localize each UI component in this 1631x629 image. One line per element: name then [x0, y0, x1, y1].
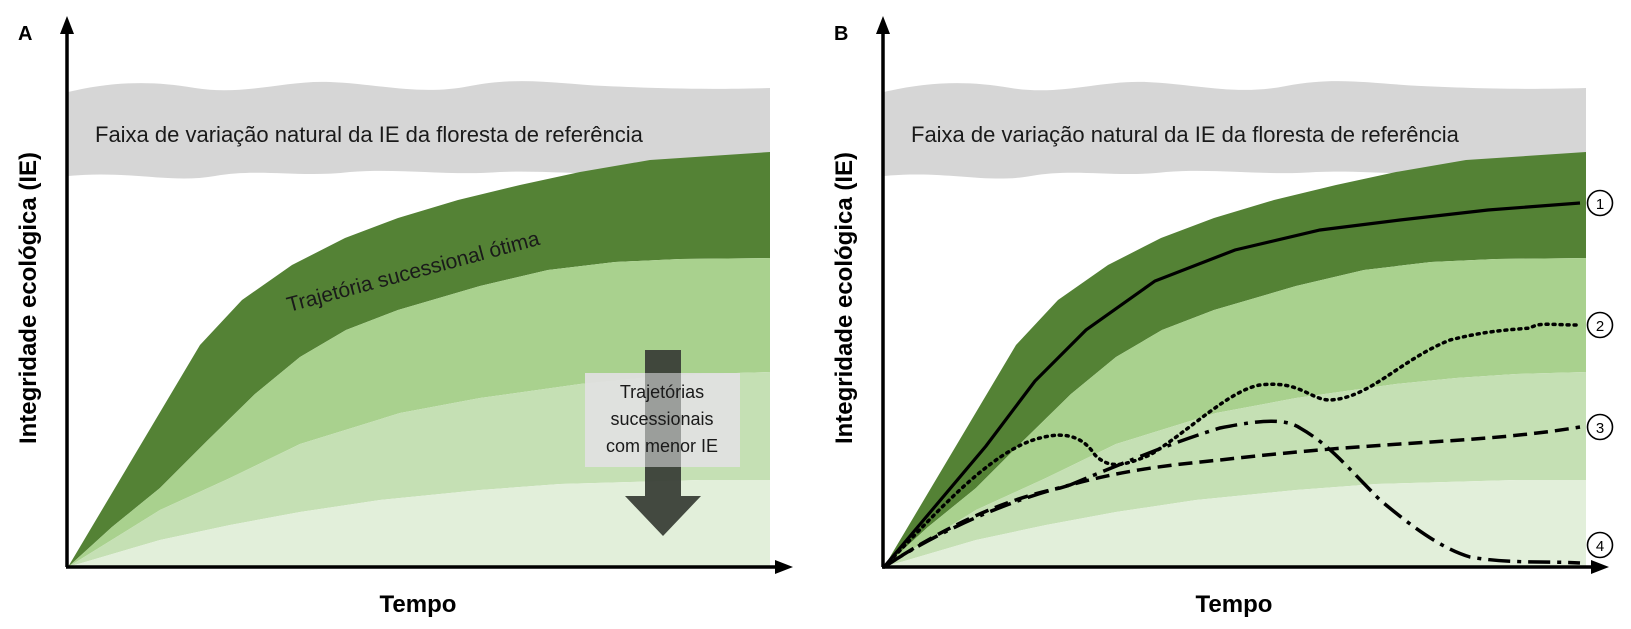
trajectory-line-2-dotted: [882, 322, 1582, 569]
svg-text:4: 4: [1596, 538, 1604, 555]
x-axis-label-b: Tempo: [1196, 591, 1273, 618]
x-axis-arrow-b: [1591, 560, 1609, 574]
lower-ie-label-line3: com menor IE: [606, 436, 718, 456]
reference-band-a: [68, 81, 770, 179]
marker-1: 1: [1586, 189, 1614, 217]
panel-letter-b: B: [834, 23, 848, 45]
marker-4: 4: [1586, 531, 1614, 559]
band-mid-a: [68, 258, 770, 567]
reference-band-label-a: Faixa de variação natural da IE da flore…: [95, 122, 644, 147]
panel-b: 1 2 3 4 Faixa de variação natural da IE …: [831, 16, 1614, 618]
band-lightest-b: [884, 480, 1586, 567]
panel-a: Trajetórias sucessionais com menor IE Fa…: [15, 16, 793, 618]
svg-text:1: 1: [1596, 196, 1604, 213]
trajectory-line-4-dash-dot: [883, 419, 1581, 569]
lower-ie-label-line1: Trajetórias: [620, 382, 704, 402]
band-lightest-a: [68, 480, 770, 567]
reference-band-label-b: Faixa de variação natural da IE da flore…: [911, 122, 1460, 147]
svg-text:3: 3: [1596, 420, 1604, 437]
band-light-b: [884, 372, 1586, 567]
reference-band-b: [884, 81, 1586, 179]
x-axis-arrow-a: [775, 560, 793, 574]
trajectory-line-1-solid: [882, 201, 1581, 569]
y-axis-arrow-b: [876, 16, 890, 34]
lower-ie-label-line2: sucessionais: [610, 409, 713, 429]
y-axis-label-b: Integridade ecológica (IE): [831, 152, 858, 444]
marker-3: 3: [1586, 413, 1614, 441]
y-axis-arrow-a: [60, 16, 74, 34]
y-axis-label-a: Integridade ecológica (IE): [15, 152, 42, 444]
band-dark-b: [884, 152, 1586, 567]
panel-letter-a: A: [18, 23, 32, 45]
trajectory-line-3-dashed: [883, 425, 1581, 569]
marker-2: 2: [1586, 311, 1614, 339]
band-mid-b: [884, 258, 1586, 567]
x-axis-label-a: Tempo: [380, 591, 457, 618]
lower-ie-box-overlay: [585, 373, 740, 467]
band-dark-a: [68, 152, 770, 567]
svg-text:2: 2: [1596, 318, 1604, 335]
